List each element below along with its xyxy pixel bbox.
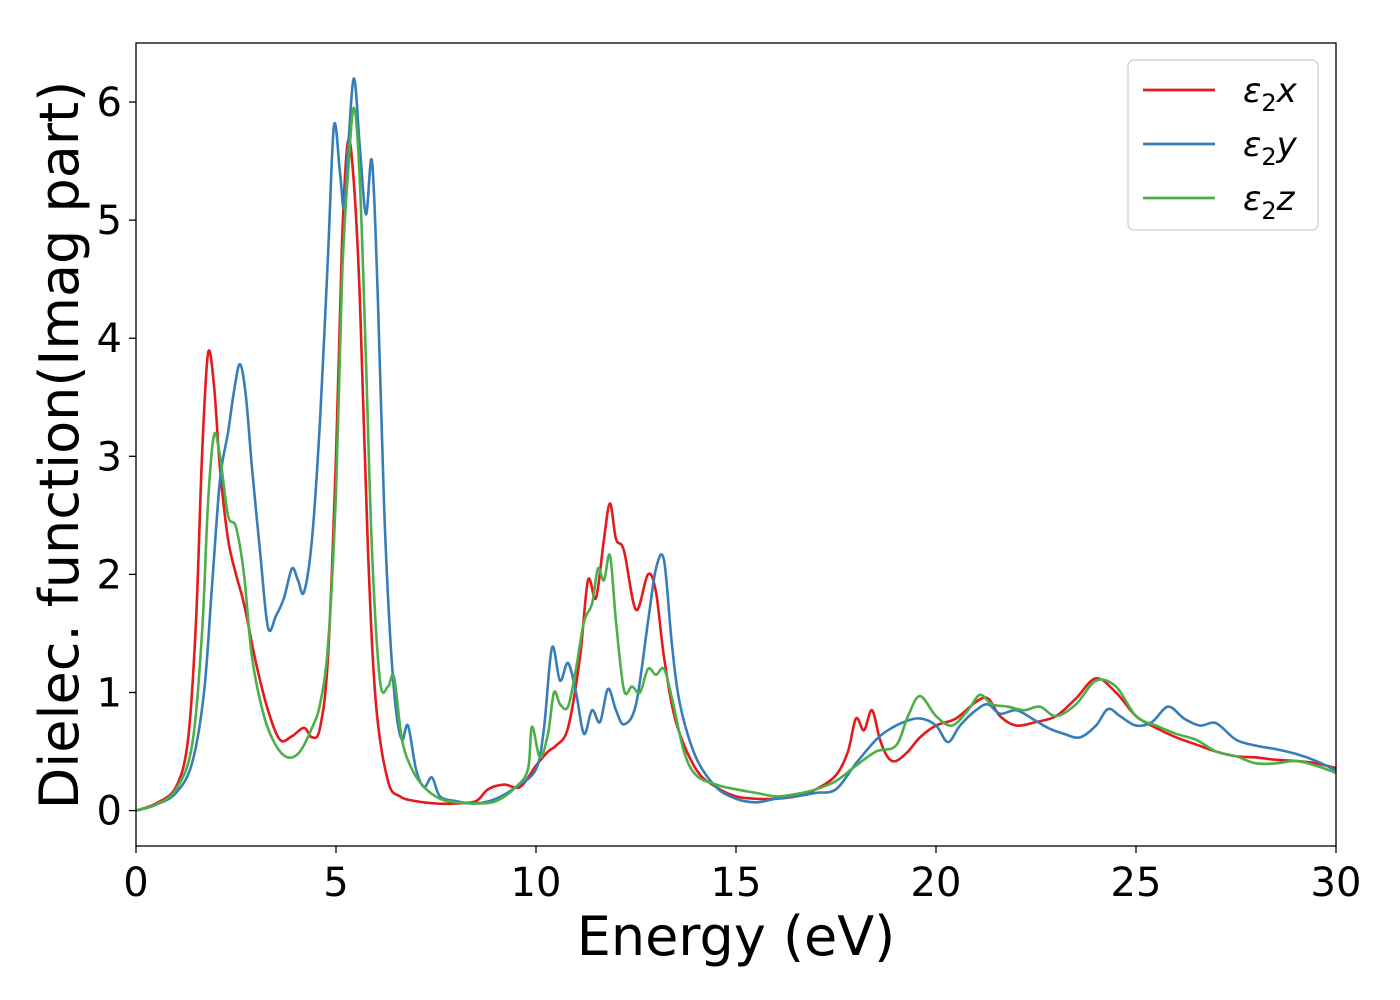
y-tick-label: 3 (97, 434, 122, 480)
y-axis-label: Dielec. function(Imag part) (28, 81, 91, 810)
legend-label-x: ε2x (1243, 71, 1298, 117)
series-line-z (135, 106, 1337, 812)
x-axis: 0 5 10 15 20 25 30 (123, 846, 1361, 906)
legend-variable: y (1276, 125, 1298, 165)
legend-subscript: 2 (1261, 143, 1276, 171)
x-tick-label: 15 (711, 860, 762, 906)
legend-variable: x (1276, 71, 1298, 111)
legend-label-y: ε2y (1243, 125, 1298, 171)
legend-subscript: 2 (1261, 197, 1276, 225)
legend-label-z: ε2z (1243, 179, 1296, 225)
y-axis: 0 1 2 3 4 5 6 (97, 80, 136, 835)
y-tick-label: 6 (97, 80, 122, 126)
legend-variable: z (1276, 179, 1296, 219)
series-lines (135, 77, 1337, 812)
y-tick-label: 5 (97, 198, 122, 244)
x-tick-label: 0 (123, 860, 148, 906)
series-line-y (135, 77, 1337, 812)
x-tick-label: 20 (911, 860, 962, 906)
legend-box (1127, 59, 1319, 231)
x-tick-label: 5 (323, 860, 348, 906)
x-axis-label: Energy (eV) (577, 905, 896, 968)
y-tick-label: 4 (97, 316, 122, 362)
legend-subscript: 2 (1261, 89, 1276, 117)
x-tick-label: 10 (511, 860, 562, 906)
x-tick-label: 30 (1311, 860, 1362, 906)
legend-symbol: ε (1243, 125, 1261, 165)
x-tick-label: 25 (1111, 860, 1162, 906)
legend-symbol: ε (1243, 71, 1261, 111)
series-line-x (135, 137, 1337, 812)
y-tick-label: 1 (97, 670, 122, 716)
y-tick-label: 0 (97, 789, 122, 835)
y-tick-label: 2 (97, 552, 122, 598)
legend-symbol: ε (1243, 179, 1261, 219)
